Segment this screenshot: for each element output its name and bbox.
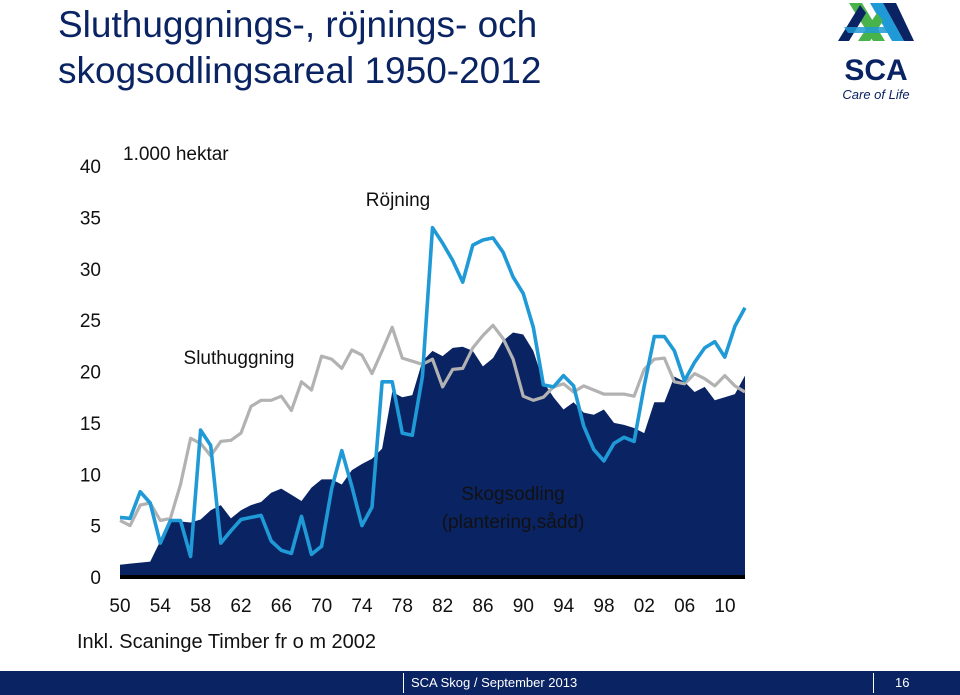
annotation-layer: Röjning Sluthuggning Skogsodling (planterin… — [184, 190, 585, 533]
unit-label: 1.000 hektar — [123, 144, 229, 165]
slide-title: Sluthuggnings-, röjnings- och skogsodlin… — [58, 2, 541, 94]
y-tick-label: 15 — [80, 414, 101, 435]
y-tick-label: 10 — [80, 465, 101, 486]
x-tick-label: 94 — [553, 596, 575, 617]
y-tick-label: 35 — [80, 208, 101, 229]
y-tick-label: 30 — [80, 260, 101, 281]
x-tick-label: 70 — [311, 596, 332, 617]
series-line-sluthuggning — [119, 323, 746, 528]
annotation-label: (plantering,sådd) — [442, 512, 585, 533]
annotation-label: Skogsodling — [461, 484, 565, 505]
svg-text:SCA: SCA — [844, 54, 907, 87]
x-tick-label: 90 — [513, 596, 534, 617]
y-tick-label: 0 — [90, 568, 101, 589]
annotation-label: Röjning — [366, 190, 430, 211]
slide-title-line2: skogsodlingsareal 1950-2012 — [58, 50, 542, 91]
footer-divider-left — [403, 673, 404, 693]
x-tick-label: 98 — [593, 596, 614, 617]
x-tick-label: 78 — [392, 596, 413, 617]
x-tick-label: 74 — [351, 596, 373, 617]
sca-logo-mark-icon: SCA Care of Life — [838, 3, 914, 102]
svg-text:Care of Life: Care of Life — [842, 87, 909, 102]
sca-logo: SCA Care of Life — [836, 3, 916, 103]
x-tick-label: 82 — [432, 596, 453, 617]
y-tick-label: 5 — [90, 517, 101, 538]
x-tick-label: 02 — [634, 596, 655, 617]
line-layer — [119, 225, 747, 559]
y-tick-label: 40 — [80, 157, 101, 178]
footer-divider-right — [873, 673, 874, 693]
x-tick-label: 62 — [230, 596, 251, 617]
x-tick-label: 06 — [674, 596, 695, 617]
footer-bar — [0, 671, 960, 695]
page-number: 16 — [895, 675, 910, 690]
y-tick-label: 25 — [80, 311, 101, 332]
annotation-label: Sluthuggning — [184, 348, 295, 369]
series-line-r-jning — [119, 225, 747, 559]
x-tick-label: 54 — [150, 596, 172, 617]
y-tick-label: 20 — [80, 363, 101, 384]
axis-layer: 0 5 10 15 20 25 30 35 40 50 54 58 62 66 70 74 78 82 86 90 94… — [80, 157, 745, 617]
footer-text: SCA Skog / September 2013 — [411, 675, 578, 690]
x-tick-label: 58 — [190, 596, 211, 617]
x-tick-label: 10 — [714, 596, 735, 617]
x-tick-label: 66 — [271, 596, 292, 617]
x-tick-label: 50 — [109, 596, 130, 617]
footnote: Inkl. Scaninge Timber fr o m 2002 — [77, 631, 377, 653]
series-area-skogsodling — [120, 332, 745, 577]
x-tick-label: 86 — [472, 596, 493, 617]
area-layer — [120, 332, 745, 577]
slide-title-line1: Sluthuggnings-, röjnings- och — [58, 4, 538, 45]
